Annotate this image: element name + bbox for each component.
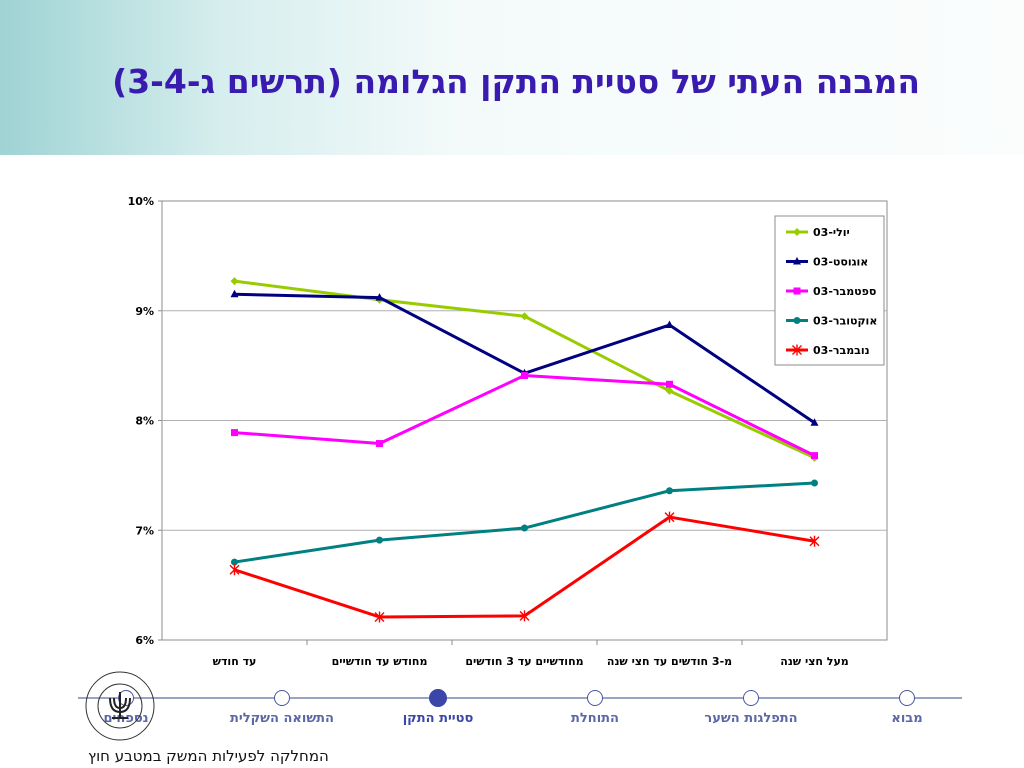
- data-point: [229, 564, 240, 576]
- series: [231, 479, 818, 566]
- data-point: [811, 479, 818, 487]
- data-point: [792, 344, 802, 356]
- legend-item: ספטמבר-03: [786, 285, 876, 298]
- data-point: [793, 228, 801, 236]
- nav-label[interactable]: התוחלת: [571, 711, 619, 726]
- x-tick-labels: עד חודש מחודש עד חודשיים מחודשיים עד 3 חוד…: [213, 655, 849, 668]
- data-point: [376, 440, 383, 448]
- nav-label[interactable]: התפלגות השער: [704, 711, 798, 726]
- y-tick-label: 7%: [135, 524, 154, 537]
- nav-label[interactable]: סטיית התקן: [402, 711, 474, 726]
- data-point: [521, 524, 528, 532]
- data-point: [666, 380, 673, 388]
- header-band: [0, 0, 1024, 155]
- nav-dot[interactable]: [899, 690, 915, 706]
- y-tick-label: 9%: [135, 305, 154, 318]
- x-tick-label: עד חודש: [213, 655, 257, 668]
- line-chart: 6% 7% 8% 9% 10% עד חודש מחודש עד חודשיים מחודש…: [128, 195, 888, 668]
- x-tick-label: מחודש עד חודשיים: [332, 655, 428, 668]
- legend-item: יולי-03: [786, 226, 850, 239]
- data-point: [230, 289, 239, 298]
- x-tick-label: מעל חצי שנה: [780, 655, 848, 668]
- data-point: [811, 452, 818, 460]
- nav-dot[interactable]: [429, 689, 447, 707]
- bank-of-israel-logo: [85, 671, 155, 741]
- data-point: [793, 257, 801, 265]
- data-point: [521, 372, 528, 380]
- legend-item: נובמבר-03: [786, 344, 870, 357]
- data-point: [376, 536, 383, 544]
- data-point: [231, 558, 238, 566]
- data-point: [665, 386, 674, 395]
- nav-track: [78, 697, 962, 699]
- nav-dot[interactable]: [274, 690, 290, 706]
- data-point: [520, 312, 529, 321]
- y-tick-label: 8%: [135, 415, 154, 428]
- department-footer: המחלקה לפעילות המשק במטבע חוץ: [88, 747, 329, 765]
- data-point: [230, 277, 239, 286]
- legend-item: אוקטובר-03: [786, 315, 877, 328]
- series-group: [229, 277, 820, 623]
- legend-label: יולי-03: [813, 226, 850, 239]
- data-point: [809, 535, 820, 547]
- nav-dot[interactable]: [587, 690, 603, 706]
- data-point: [793, 287, 801, 295]
- nav-dot[interactable]: [743, 690, 759, 706]
- data-point: [374, 611, 385, 623]
- x-tick-label: מחודשיים עד 3 חודשים: [465, 655, 583, 668]
- y-tick-label: 10%: [128, 195, 154, 208]
- x-tick-label: מ-3 חודשים עד חצי שנה: [607, 655, 732, 668]
- legend-label: נובמבר-03: [813, 344, 870, 357]
- nav-label[interactable]: התשואה השקלית: [230, 711, 334, 726]
- data-point: [231, 429, 238, 437]
- data-point: [519, 610, 530, 622]
- data-point: [793, 317, 801, 324]
- legend-label: אוקטובר-03: [813, 315, 877, 328]
- data-point: [665, 320, 674, 329]
- data-point: [666, 487, 673, 495]
- legend: יולי-03 אוגוסט-03 ספטמבר-03 אוקטובר-03 נובמב…: [774, 215, 885, 366]
- data-point: [664, 511, 675, 523]
- legend-item: אוגוסט-03: [786, 256, 868, 269]
- slide-title: המבנה העתי של סטיית התקן הגלומה (תרשים ג…: [112, 62, 920, 101]
- series: [231, 372, 818, 460]
- data-point: [375, 293, 384, 301]
- y-tick-labels: 6% 7% 8% 9% 10%: [128, 195, 154, 647]
- nav-label[interactable]: מבוא: [891, 711, 923, 726]
- y-tick-label: 6%: [135, 634, 154, 647]
- legend-label: אוגוסט-03: [813, 256, 868, 269]
- series: [229, 511, 820, 623]
- data-point: [810, 418, 819, 426]
- legend-label: ספטמבר-03: [813, 285, 876, 298]
